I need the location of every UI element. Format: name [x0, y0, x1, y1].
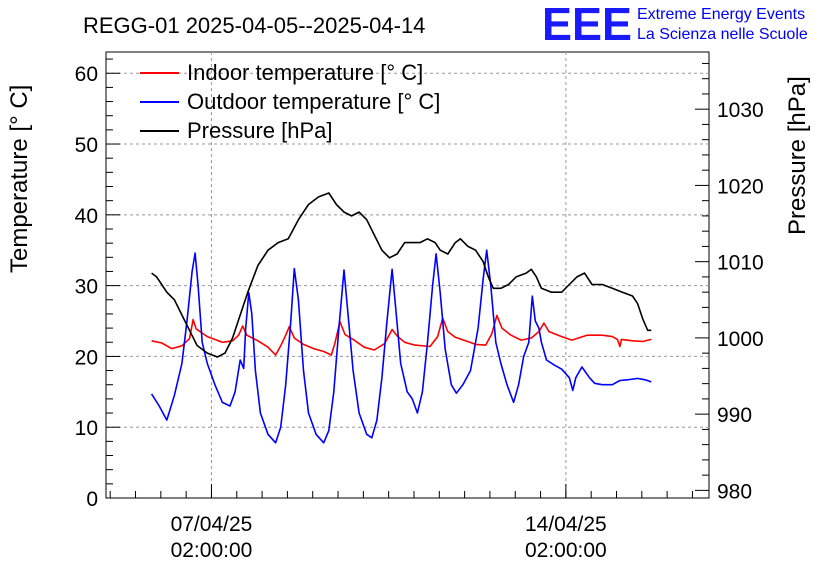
series-line-outdoor-temperature: [150, 249, 652, 444]
data-series: [150, 192, 652, 444]
plot-area: [105, 51, 710, 499]
logo-line-2: La Scienza nelle Scuole: [637, 26, 808, 43]
y-right-tick-label: 1030: [717, 99, 764, 122]
axis-ticks: 0102030405060980990100010101020103007/04…: [75, 58, 764, 562]
y-right-tick-label: 1020: [717, 175, 764, 198]
y-left-tick-label: 30: [75, 276, 98, 299]
chart-title: REGG-01 2025-04-05--2025-04-14: [83, 13, 425, 38]
y-left-tick-label: 10: [75, 417, 98, 440]
logo-line-1: Extreme Energy Events: [637, 6, 805, 23]
x-tick-time: 02:00:00: [525, 539, 607, 562]
legend-label-indoor: Indoor temperature [° C]: [187, 60, 423, 85]
y-left-axis-title: Temperature [° C]: [6, 85, 33, 273]
x-tick-time: 02:00:00: [171, 539, 253, 562]
y-left-tick-label: 50: [75, 134, 98, 157]
y-left-tick-label: 40: [75, 205, 98, 228]
legend: Indoor temperature [° C] Outdoor tempera…: [140, 60, 440, 143]
series-line-indoor-temperature: [151, 314, 652, 356]
gridlines: [106, 52, 709, 498]
eee-logo: EEE: [542, 0, 632, 50]
y-right-tick-label: 1000: [717, 328, 764, 351]
y-left-tick-label: 60: [75, 63, 98, 86]
y-right-axis-title: Pressure [hPa]: [784, 76, 811, 235]
x-tick-date: 14/04/25: [525, 513, 607, 536]
y-left-tick-label: 0: [86, 488, 98, 511]
legend-label-pressure: Pressure [hPa]: [187, 118, 333, 143]
y-right-tick-label: 990: [717, 404, 752, 427]
x-tick-date: 07/04/25: [171, 513, 253, 536]
y-right-tick-label: 980: [717, 480, 752, 503]
legend-label-outdoor: Outdoor temperature [° C]: [187, 89, 440, 114]
y-right-tick-label: 1010: [717, 252, 764, 275]
y-left-tick-label: 20: [75, 346, 98, 369]
series-line-pressure: [151, 192, 652, 358]
